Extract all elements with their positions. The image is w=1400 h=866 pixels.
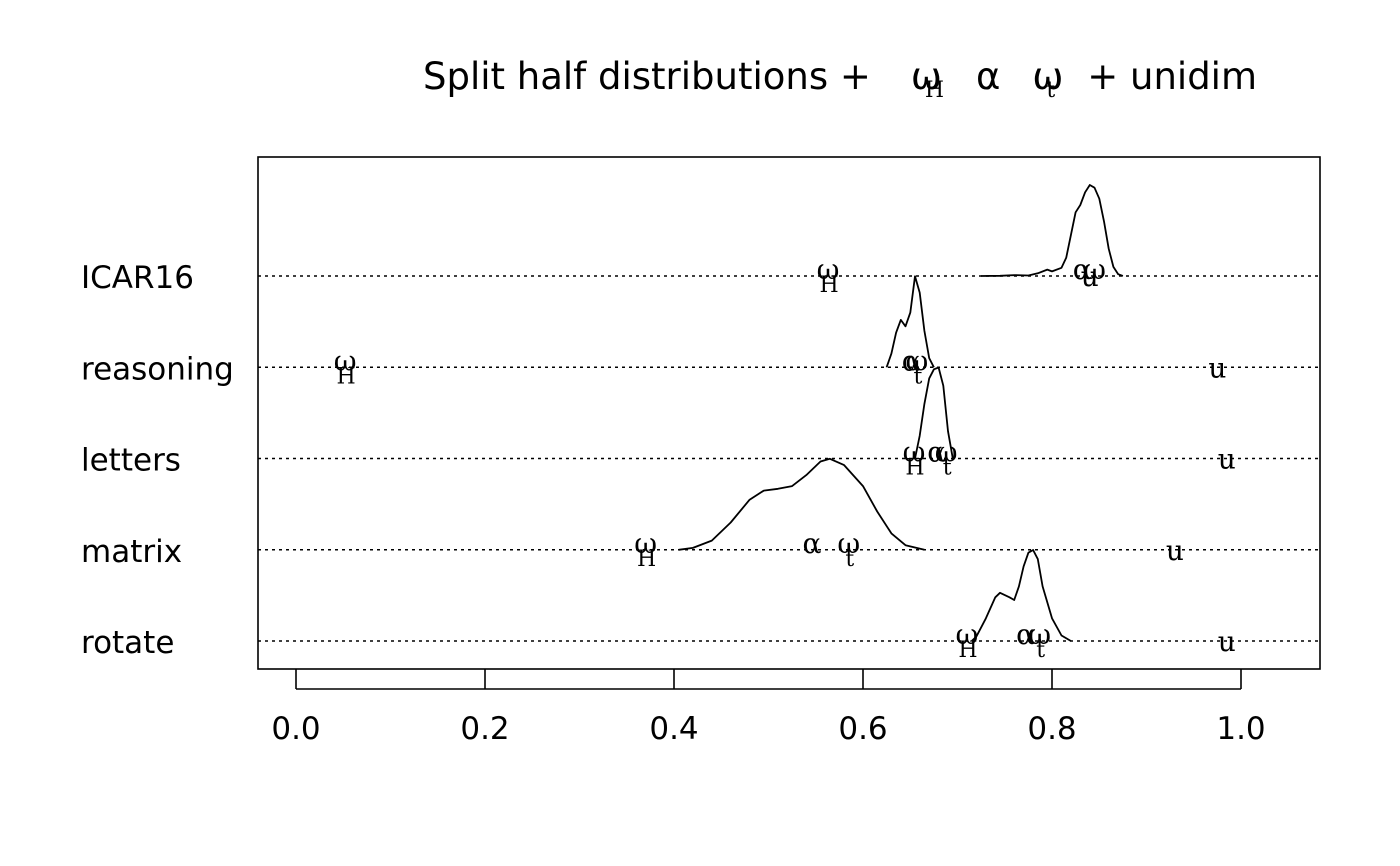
marker-ICAR16-0: ω (817, 253, 840, 286)
marker-letters-0: ω (903, 436, 926, 469)
title-symbol: α (976, 55, 1000, 98)
marker-subscript-rotate-0: H (958, 638, 977, 663)
density-curve-reasoning (885, 275, 935, 368)
marker-letters-3: u (1218, 443, 1236, 476)
title-suffix: + unidim (1087, 55, 1257, 98)
density-curve-rotate (971, 549, 1072, 642)
x-tick-label-3: 0.6 (838, 711, 887, 747)
marker-letters-1: α (927, 436, 946, 469)
marker-reasoning-0: ω (334, 344, 357, 377)
x-tick-label-4: 0.8 (1027, 711, 1076, 747)
density-curve-group (678, 184, 1124, 642)
marker-subscript-reasoning-2: t (913, 364, 922, 389)
marker-subscript-reasoning-0: H (337, 364, 356, 389)
title-symbol-subscript: H (925, 78, 944, 103)
marker-ICAR16-1: α (1073, 253, 1092, 286)
density-curve-matrix (678, 457, 925, 551)
y-label-ICAR16: ICAR16 (81, 260, 194, 296)
title-symbol: ω (911, 55, 942, 98)
marker-subscript-letters-0: H (905, 456, 924, 481)
title-prefix: Split half distributions + (423, 55, 871, 98)
marker-rotate-1: α (1016, 618, 1035, 651)
x-tick-label-0: 0.0 (271, 711, 320, 747)
marker-matrix-2: ω (837, 527, 860, 560)
marker-subscript-rotate-2: t (1036, 638, 1045, 663)
x-tick-label-5: 1.0 (1216, 711, 1265, 747)
title-symbol: ω (1032, 55, 1063, 98)
marker-matrix-1: α (803, 527, 822, 560)
chart-title-text: Split half distributions +ωH​αωt​+ unidi… (423, 55, 1257, 103)
marker-rotate-3: u (1218, 625, 1236, 658)
marker-reasoning-2: ω (905, 344, 928, 377)
marker-reasoning-1: α (902, 344, 921, 377)
plot-frame (257, 156, 1321, 670)
marker-subscript-matrix-0: H (637, 547, 656, 572)
marker-reasoning-3: u (1208, 351, 1226, 384)
marker-matrix-0: ω (634, 527, 657, 560)
marker-letters-2: ω (935, 436, 958, 469)
marker-subscript-ICAR16-0: H (819, 273, 838, 298)
y-label-rotate: rotate (81, 625, 174, 661)
marker-ICAR16-2: ω (1083, 253, 1106, 286)
marker-matrix-3: u (1166, 534, 1184, 567)
baseline-group (258, 275, 1320, 642)
density-curve-letters (914, 366, 954, 459)
x-tick-label-2: 0.4 (649, 711, 698, 747)
marker-rotate-0: ω (956, 618, 979, 651)
y-axis-labels: ICAR16 reasoning letters matrix rotate (81, 260, 234, 661)
density-curve-ICAR16 (981, 184, 1124, 277)
x-axis: 0.0 0.2 0.4 0.6 0.8 1.0 (271, 669, 1266, 747)
y-label-reasoning: reasoning (81, 351, 234, 387)
y-label-letters: letters (81, 443, 181, 479)
chart-title: Split half distributions +ωH​αωt​+ unidi… (423, 55, 1257, 103)
x-tick-label-1: 0.2 (460, 711, 509, 747)
title-symbol-subscript: t (1046, 78, 1055, 103)
marker-subscript-matrix-2: t (845, 547, 854, 572)
marker-subscript-letters-2: t (943, 456, 952, 481)
y-label-matrix: matrix (81, 534, 182, 570)
marker-ICAR16-3: u (1081, 260, 1099, 293)
marker-rotate-2: ω (1028, 618, 1051, 651)
